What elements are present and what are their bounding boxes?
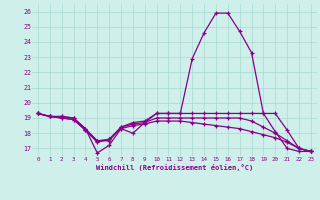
X-axis label: Windchill (Refroidissement éolien,°C): Windchill (Refroidissement éolien,°C) [96, 164, 253, 171]
